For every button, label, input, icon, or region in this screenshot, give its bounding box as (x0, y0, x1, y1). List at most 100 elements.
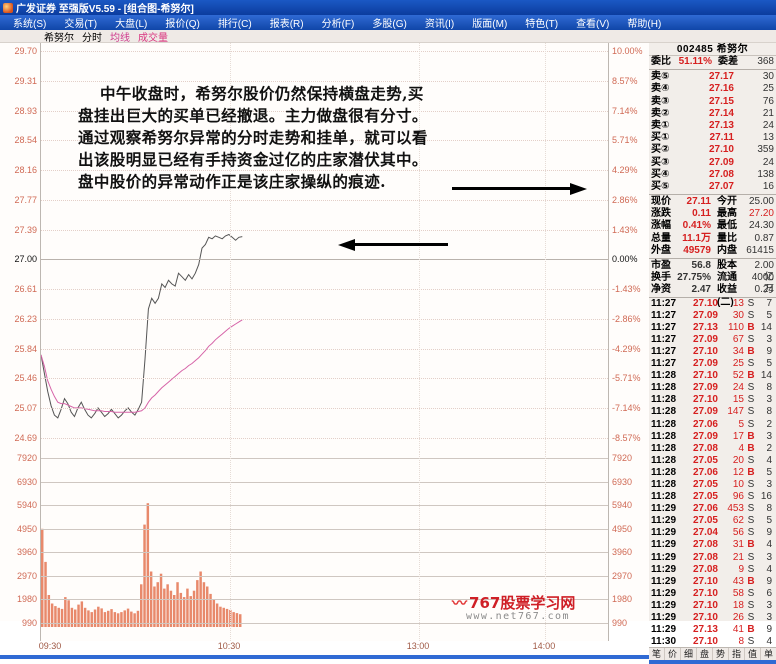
tick-count: 9 (766, 527, 772, 539)
menu-item-layout[interactable]: 版面(M) (472, 19, 508, 30)
panel-tab-4[interactable]: 势 (713, 648, 729, 660)
menu-item-system[interactable]: 系统(S) (13, 19, 47, 30)
menu-item-ranking[interactable]: 排行(C) (217, 19, 252, 30)
toolbar-indicator-ma[interactable]: 均线 (110, 32, 130, 44)
volume-bar (212, 599, 216, 627)
bid-row[interactable]: 买④ 27.08 138 (649, 169, 776, 181)
price-axis-tick: 24.69 (14, 433, 37, 443)
tick-row[interactable]: 11:27 27.09 25 S 5 (649, 358, 776, 370)
tick-price: 27.05 (692, 515, 718, 527)
menu-item-multi[interactable]: 多股(G) (372, 19, 407, 30)
tick-side: S (747, 297, 755, 309)
toolbar-indicator-volume[interactable]: 成交量 (138, 32, 168, 44)
bid-row[interactable]: 买③ 27.09 24 (649, 157, 776, 169)
panel-tab-6[interactable]: 值 (745, 648, 761, 660)
committee-row: 委比 51.11% 委差 368 (649, 56, 776, 68)
volume-plot-area[interactable] (40, 452, 609, 641)
tick-row[interactable]: 11:28 27.05 20 S 4 (649, 455, 776, 467)
intraday-chart[interactable]: 29.70 29.31 28.93 28.54 28.16 27.77 27.39 27.00… (0, 43, 649, 659)
ask-row[interactable]: 卖① 27.13 24 (649, 120, 776, 132)
ask-row[interactable]: 卖⑤ 27.17 30 (649, 71, 776, 83)
tick-row[interactable]: 11:28 27.10 15 S 3 (649, 394, 776, 406)
tick-row[interactable]: 11:29 27.13 41 B 9 (649, 624, 776, 636)
gridline (41, 552, 608, 554)
menu-item-news[interactable]: 资讯(I) (424, 19, 455, 30)
bid-row[interactable]: 买⑤ 27.07 16 (649, 181, 776, 193)
tick-side: S (747, 418, 755, 430)
bid-label: 买⑤ (651, 180, 670, 192)
price-line (41, 233, 243, 419)
menu-item-market[interactable]: 大盘(L) (115, 19, 148, 30)
volume-bar (169, 590, 173, 627)
average-price-line (41, 319, 243, 413)
panel-tab-3[interactable]: 盘 (697, 648, 713, 660)
tick-time: 11:29 (651, 539, 677, 551)
tick-row[interactable]: 11:28 27.08 4 B 2 (649, 443, 776, 455)
tick-row[interactable]: 11:28 27.10 52 B 14 (649, 370, 776, 382)
tick-row[interactable]: 11:27 27.13 110 B 14 (649, 322, 776, 334)
stat-value: 25.00 (748, 196, 774, 208)
stat-value: 2.00亿 (754, 260, 774, 284)
volume-bar (50, 603, 54, 627)
menu-item-analysis[interactable]: 分析(F) (321, 19, 355, 30)
panel-tab-2[interactable]: 细 (681, 648, 697, 660)
tick-row[interactable]: 11:29 27.06 453 S 8 (649, 503, 776, 515)
tick-row[interactable]: 11:28 27.09 17 B 3 (649, 431, 776, 443)
quote-panel-tabs[interactable]: 笔价细盘势指值单 (649, 647, 776, 660)
tick-row[interactable]: 11:29 27.08 9 S 4 (649, 564, 776, 576)
tick-price: 27.05 (692, 478, 718, 490)
volume-axis-tick: 1980 (612, 594, 633, 605)
gridline (41, 438, 608, 439)
menu-item-quote[interactable]: 报价(Q) (165, 19, 200, 30)
gridline (41, 528, 608, 530)
panel-tab-1[interactable]: 价 (665, 648, 681, 660)
tick-row[interactable]: 11:27 27.10 34 B 9 (649, 346, 776, 358)
tick-row[interactable]: 11:28 27.09 24 S 8 (649, 382, 776, 394)
menu-item-help[interactable]: 帮助(H) (627, 19, 662, 30)
tick-price: 27.09 (692, 333, 718, 345)
tick-row[interactable]: 11:27 27.09 30 S 5 (649, 310, 776, 322)
tick-row[interactable]: 11:28 27.06 12 B 5 (649, 467, 776, 479)
toolbar-stock-name[interactable]: 希努尔 (44, 32, 74, 44)
bid-row[interactable]: 买① 27.11 13 (649, 132, 776, 144)
price-plot-area[interactable] (40, 43, 609, 452)
tick-price: 27.10 (692, 575, 718, 587)
tick-row[interactable]: 11:28 27.09 147 S 8 (649, 406, 776, 418)
ask-row[interactable]: 卖② 27.14 21 (649, 108, 776, 120)
tick-row[interactable]: 11:27 27.09 67 S 3 (649, 334, 776, 346)
ask-row[interactable]: 卖③ 27.15 76 (649, 96, 776, 108)
tick-row[interactable]: 11:29 27.05 62 S 5 (649, 515, 776, 527)
panel-tab-7[interactable]: 单 (763, 649, 773, 659)
tick-row[interactable]: 11:29 27.10 18 S 3 (649, 600, 776, 612)
tick-list[interactable]: 11:27 27.10 13 S 7 11:27 27.09 30 S 5 11:27 27.13 11… (649, 296, 776, 661)
tick-row[interactable]: 11:27 27.10 13 S 7 (649, 298, 776, 310)
bid-row[interactable]: 买② 27.10 359 (649, 144, 776, 156)
watermark-logo-text: 767股票学习网 (469, 594, 576, 612)
menu-item-report[interactable]: 报表(R) (269, 19, 304, 30)
volume-bar (123, 610, 126, 627)
panel-tab-0[interactable]: 笔 (649, 648, 665, 660)
menu-item-trade[interactable]: 交易(T) (64, 19, 98, 30)
tick-row[interactable]: 11:29 27.10 26 S 3 (649, 612, 776, 624)
tick-row[interactable]: 11:28 27.06 5 S 2 (649, 419, 776, 431)
stat-value: 27.75% (677, 272, 711, 284)
tick-row[interactable]: 11:29 27.10 58 S 6 (649, 588, 776, 600)
bid-levels[interactable]: 买① 27.11 13 买② 27.10 359 买③ 27.09 24 买④ 27.08 138 买⑤… (649, 132, 776, 193)
tick-row[interactable]: 11:29 27.04 56 S 9 (649, 527, 776, 539)
tick-row[interactable]: 11:29 27.10 43 B 9 (649, 576, 776, 588)
volume-bar (130, 611, 133, 627)
panel-tab-5[interactable]: 指 (729, 648, 745, 660)
tick-time: 11:27 (651, 297, 677, 309)
tick-row[interactable]: 11:28 27.05 10 S 3 (649, 479, 776, 491)
ask-row[interactable]: 卖④ 27.16 25 (649, 83, 776, 95)
ask-levels[interactable]: 卖⑤ 27.17 30 卖④ 27.16 25 卖③ 27.15 76 卖② 27.14 21 卖① 27… (649, 71, 776, 132)
tick-side: S (747, 406, 755, 418)
menu-item-feature[interactable]: 特色(T) (525, 19, 559, 30)
toolbar-period[interactable]: 分时 (82, 32, 102, 44)
menu-item-view[interactable]: 查看(V) (576, 19, 610, 30)
stat-row: 涨跌 0.11 最高 27.20 (649, 208, 776, 220)
tick-row[interactable]: 11:29 27.08 31 B 4 (649, 539, 776, 551)
tick-row[interactable]: 11:28 27.05 96 S 16 (649, 491, 776, 503)
tick-row[interactable]: 11:29 27.08 21 S 3 (649, 552, 776, 564)
tick-price: 27.10 (692, 297, 718, 309)
